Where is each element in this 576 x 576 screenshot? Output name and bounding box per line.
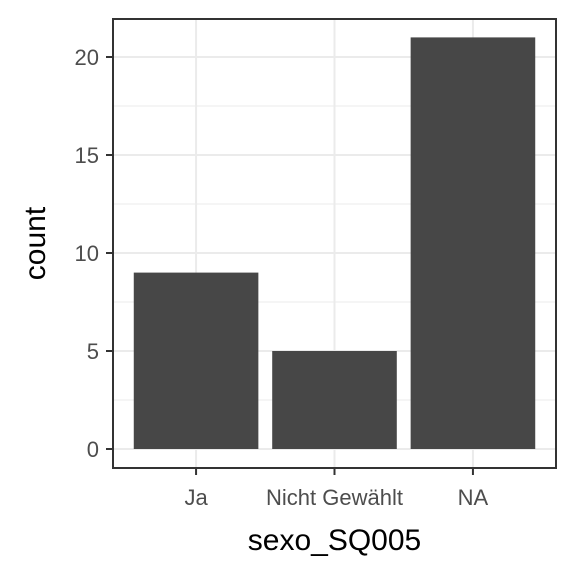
x-axis: Ja Nicht Gewählt NA [184,468,489,510]
x-tick-label: NA [458,485,489,510]
x-tick-label: Nicht Gewählt [266,485,403,510]
bar [133,272,259,449]
y-tick-label: 5 [87,339,99,364]
y-axis: 0 5 10 15 20 [75,45,113,462]
x-tick-label: Ja [184,485,208,510]
bar [272,351,397,449]
y-tick-label: 15 [75,143,99,168]
x-axis-title: sexo_SQ005 [248,524,421,557]
y-tick-label: 0 [87,437,99,462]
y-tick-label: 10 [75,241,99,266]
bar [410,37,536,450]
bars [133,37,536,450]
y-tick-label: 20 [75,45,99,70]
y-axis-title: count [19,206,52,280]
plot-panel [112,18,557,469]
